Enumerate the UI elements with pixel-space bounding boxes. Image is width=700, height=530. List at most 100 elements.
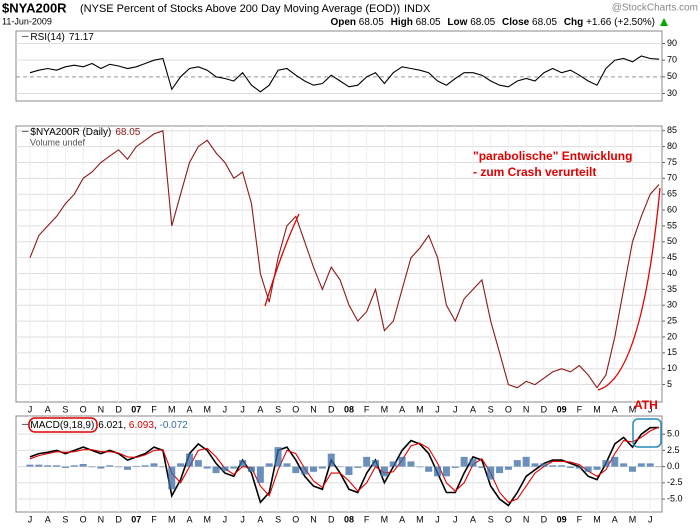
histogram-bar: [274, 447, 282, 467]
x-tick-label: M: [629, 404, 637, 414]
x-tick-label: M: [168, 404, 176, 414]
histogram-bar: [628, 466, 636, 472]
x-tick-label: M: [203, 404, 211, 414]
histogram-bar: [487, 466, 495, 480]
histogram-bar: [372, 460, 380, 467]
histogram-bar: [310, 466, 318, 472]
x-tick-label: A: [257, 404, 263, 414]
y-tick-label: 45: [667, 252, 677, 262]
histogram-bar: [159, 466, 167, 468]
histogram-bar: [177, 463, 185, 467]
histogram-bar: [478, 466, 486, 468]
y-tick-label: -2.5: [667, 477, 683, 487]
y-tick-label: 2.5: [667, 445, 680, 455]
x-tick-label: D: [328, 514, 335, 524]
histogram-bar: [558, 465, 566, 467]
panel: [15, 125, 663, 403]
y-tick-label: 30: [667, 88, 677, 98]
histogram-bar: [106, 465, 114, 467]
x-tick-label: 08: [344, 514, 354, 524]
date: 11-Jun-2009: [2, 16, 52, 26]
histogram-bar: [26, 464, 34, 467]
x-tick-label: N: [310, 404, 317, 414]
annotation: ATH: [634, 398, 658, 412]
histogram-bar: [380, 466, 388, 477]
legend-value: 6.021: [98, 420, 123, 431]
histogram-bar: [132, 465, 140, 467]
x-tick-label: M: [381, 514, 389, 524]
x-tick-label: J: [223, 514, 228, 524]
histogram-bar: [336, 466, 344, 468]
histogram-bar: [363, 456, 371, 467]
x-tick-label: S: [275, 404, 281, 414]
x-tick-label: A: [399, 514, 405, 524]
histogram-bar: [549, 465, 557, 467]
x-tick-label: J: [240, 404, 245, 414]
x-tick-label: N: [98, 514, 105, 524]
histogram-bar: [35, 464, 43, 467]
x-tick-label: J: [453, 404, 458, 414]
x-tick-label: J: [648, 404, 653, 414]
legend-name: MACD(9,18,9): [30, 420, 94, 431]
x-tick-label: M: [593, 404, 601, 414]
x-tick-label: A: [257, 514, 263, 524]
highlight: [28, 417, 98, 433]
histogram-bar: [265, 463, 273, 467]
x-tick-label: D: [115, 514, 122, 524]
y-tick-label: 35: [667, 284, 677, 294]
quote-value: +1.66 (+2.50%): [586, 17, 655, 28]
up-arrow: [660, 18, 668, 26]
x-tick-label: M: [203, 514, 211, 524]
x-tick-label: F: [364, 514, 370, 524]
histogram-bar: [97, 466, 105, 469]
legend-swatch: ─: [21, 419, 29, 429]
histogram-bar: [540, 463, 548, 467]
y-tick-label: 50: [667, 236, 677, 246]
x-tick-label: A: [470, 404, 476, 414]
legend-value: -0.072: [159, 420, 188, 431]
x-tick-label: F: [151, 514, 157, 524]
parabola-curve: [597, 187, 661, 391]
x-tick-label: O: [292, 404, 299, 414]
histogram-bar: [566, 466, 574, 468]
histogram-bar: [637, 463, 645, 467]
y-tick-label: 25: [667, 315, 677, 325]
y-tick-label: 75: [667, 157, 677, 167]
histogram-bar: [655, 466, 663, 468]
panel-note: Volume undef: [30, 137, 86, 147]
histogram-bar: [496, 466, 504, 474]
histogram-bar: [469, 458, 477, 467]
x-tick-label: F: [364, 404, 370, 414]
x-tick-label: A: [470, 514, 476, 524]
histogram-bar: [248, 466, 255, 472]
histogram-bar: [593, 466, 601, 470]
quote-label: Low: [447, 17, 467, 28]
histogram-bar: [221, 466, 229, 472]
histogram-bar: [53, 465, 61, 467]
x-tick-label: O: [292, 514, 299, 524]
legend-value: 6.093: [129, 420, 154, 431]
histogram-bar: [283, 463, 291, 467]
histogram-bar: [434, 466, 442, 477]
histogram-bar: [318, 466, 326, 469]
histogram-bar: [602, 460, 610, 467]
y-tick-label: 20: [667, 331, 677, 341]
histogram-bar: [239, 460, 247, 467]
histogram-bar: [451, 466, 459, 468]
x-tick-label: N: [310, 514, 317, 524]
x-tick-label: 08: [344, 404, 354, 414]
x-tick-label: 07: [131, 404, 141, 414]
x-tick-label: D: [541, 514, 548, 524]
histogram-bar: [88, 466, 96, 468]
quote-value: 68.05: [470, 17, 495, 28]
quote-value: 68.05: [532, 17, 557, 28]
y-tick-label: 80: [667, 141, 677, 151]
y-tick-label: 40: [667, 268, 677, 278]
quote-label: Close: [502, 17, 530, 28]
quote: Open 68.05 High 68.05 Low 68.05 Close 68…: [330, 17, 655, 28]
histogram-bar: [185, 453, 193, 467]
histogram-bar: [256, 466, 264, 483]
x-tick-label: F: [577, 404, 583, 414]
